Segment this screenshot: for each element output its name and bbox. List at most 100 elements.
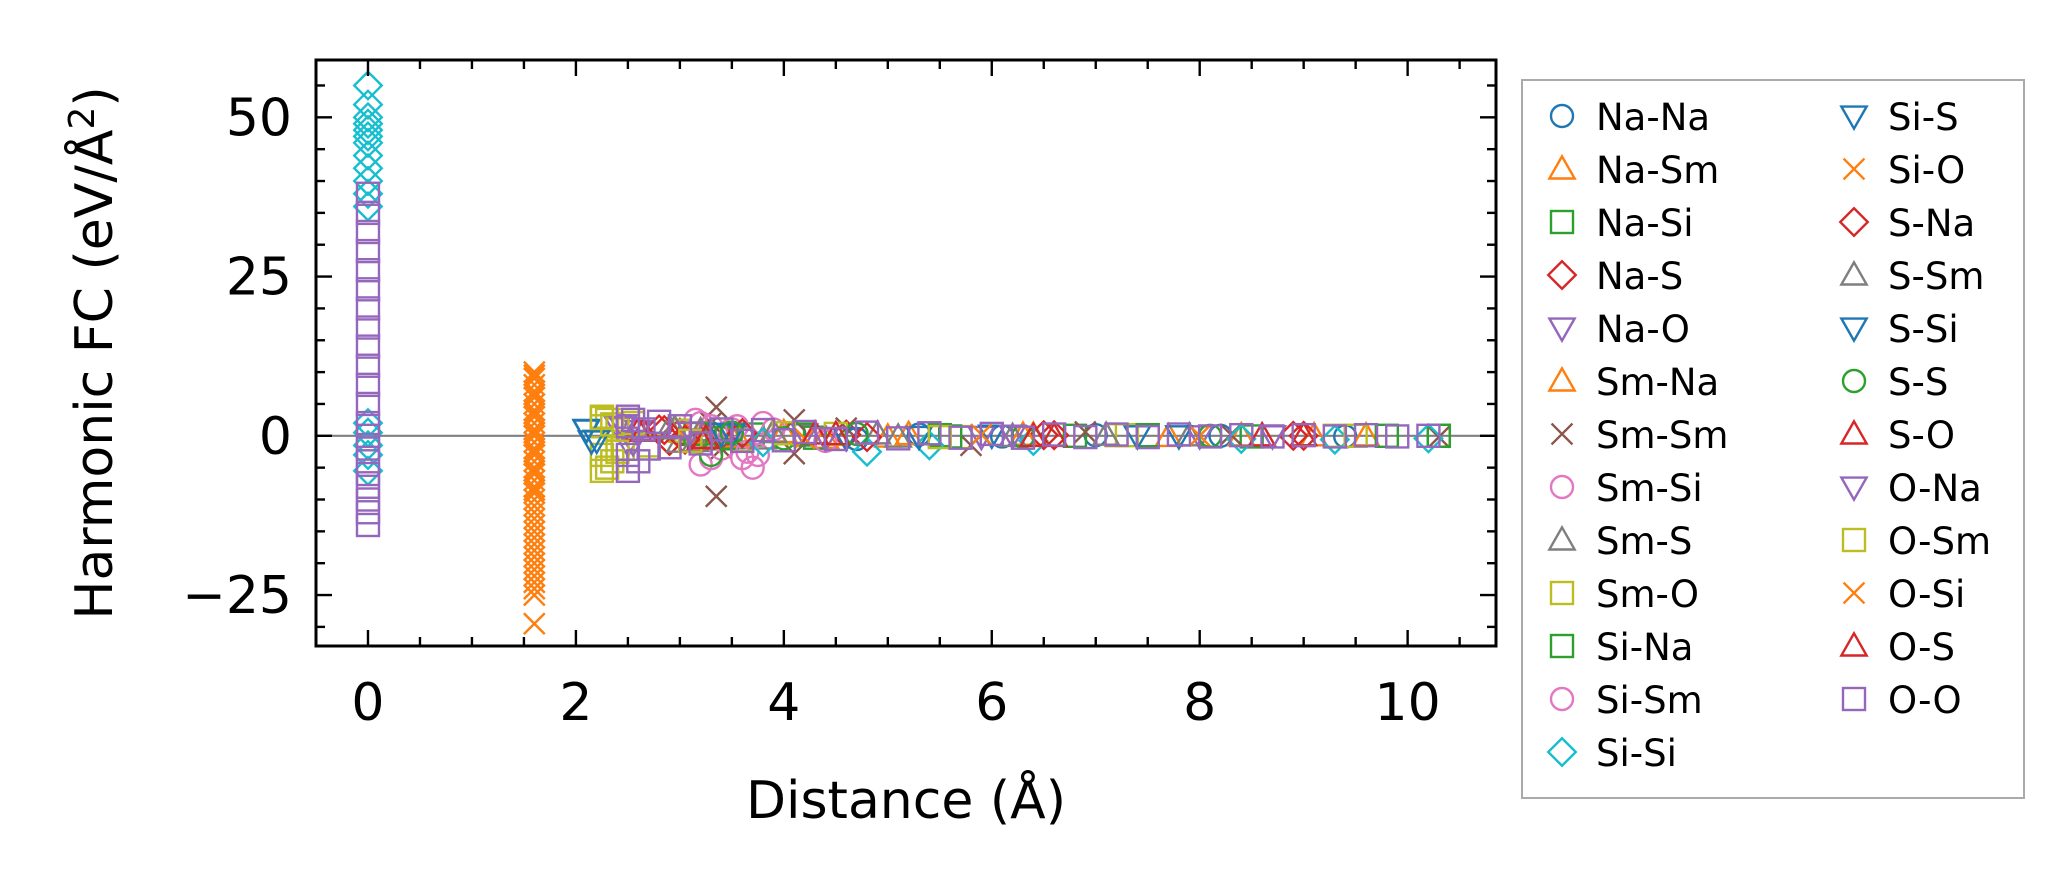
data-point — [355, 449, 381, 474]
y-axis-label-superscript: 2 — [62, 107, 103, 130]
data-point — [355, 461, 381, 487]
scatter-marks — [352, 70, 1452, 636]
legend-marker — [1841, 686, 1867, 712]
legend-label: Na-Sm — [1596, 149, 1719, 192]
legend-marker — [1546, 259, 1578, 291]
data-point — [355, 436, 381, 461]
legend-marker — [1547, 365, 1577, 392]
legend-label: Sm-Na — [1596, 361, 1719, 404]
legend-marker — [1841, 368, 1867, 394]
legend-label: Na-Si — [1596, 202, 1693, 245]
y-axis-label-close: ) — [65, 86, 125, 106]
legend-label: S-Si — [1888, 308, 1959, 351]
data-point — [352, 120, 384, 152]
legend-label: Sm-Si — [1596, 467, 1703, 510]
legend-label: S-Sm — [1888, 255, 1984, 298]
data-point — [821, 419, 851, 446]
legend-item: Si-S — [1839, 96, 1959, 139]
data-point — [1225, 423, 1257, 455]
legend-item: Na-S — [1546, 255, 1683, 298]
data-point — [355, 353, 381, 378]
plot-frame — [314, 58, 1498, 648]
series-o-o — [355, 181, 1441, 538]
legend-label: Si-Si — [1596, 732, 1677, 775]
data-point — [523, 421, 546, 444]
legend-marker — [1842, 157, 1866, 181]
legend-label: S-S — [1888, 361, 1948, 404]
legend-marker — [1550, 422, 1574, 446]
legend-item: S-Na — [1838, 202, 1975, 245]
legend-marker — [1841, 527, 1867, 553]
legend-item: O-O — [1841, 679, 1962, 722]
legend-marker — [1549, 474, 1575, 500]
data-point — [355, 474, 381, 499]
data-point — [352, 178, 384, 210]
legend-item: Sm-O — [1549, 573, 1699, 616]
data-point — [355, 334, 381, 359]
data-point — [886, 426, 911, 451]
y-tick-label: 25 — [226, 248, 292, 308]
data-point — [523, 402, 546, 425]
data-point — [523, 440, 546, 464]
data-point — [352, 70, 384, 101]
data-point — [704, 395, 728, 419]
legend-marker — [1547, 317, 1577, 344]
data-point — [355, 410, 381, 436]
legend-item: Si-Sm — [1549, 679, 1703, 722]
series-o-si — [523, 363, 546, 607]
data-point — [688, 431, 713, 456]
data-point — [1353, 422, 1379, 448]
legend-label: Sm-Sm — [1596, 414, 1728, 457]
x-tick-label: 2 — [559, 673, 592, 733]
legend-item: Na-Si — [1549, 202, 1693, 245]
legend-item: Na-Na — [1549, 96, 1710, 139]
data-point — [355, 238, 381, 264]
legend-label: Sm-S — [1596, 520, 1692, 563]
legend-marker — [1839, 259, 1869, 286]
data-point — [771, 428, 797, 453]
data-point — [669, 424, 701, 456]
y-tick-label: 0 — [259, 407, 292, 467]
data-point — [355, 257, 381, 283]
legend-label: O-O — [1888, 679, 1962, 722]
data-point — [1412, 422, 1444, 454]
legend-label: Na-Na — [1596, 96, 1710, 139]
data-point — [355, 372, 381, 398]
x-axis-label: Distance (Å) — [746, 769, 1066, 831]
data-point — [523, 612, 546, 636]
legend-marker — [1549, 633, 1575, 659]
legend-marker — [1839, 418, 1869, 445]
x-tick-label: 0 — [351, 673, 384, 733]
x-tick-label: 8 — [1183, 673, 1216, 733]
legend-label: Si-Sm — [1596, 679, 1703, 722]
legend-item: Sm-Sm — [1550, 414, 1728, 457]
data-point — [352, 101, 384, 133]
data-point — [352, 89, 384, 121]
data-point — [704, 485, 728, 508]
legend-item: O-S — [1839, 626, 1955, 669]
legend-marker — [1839, 317, 1869, 344]
data-point — [523, 363, 546, 387]
data-point — [523, 478, 546, 502]
data-point — [600, 412, 625, 437]
data-point — [355, 500, 381, 525]
data-point — [1135, 424, 1160, 450]
data-point — [1288, 420, 1320, 452]
data-point — [1229, 422, 1254, 448]
data-point — [631, 417, 656, 442]
data-point — [823, 426, 849, 452]
legend-item: Si-Na — [1549, 626, 1693, 669]
legend-item: S-Si — [1839, 308, 1959, 351]
data-point — [917, 421, 942, 446]
data-point — [948, 425, 973, 450]
data-point — [979, 421, 1004, 447]
data-point — [1166, 422, 1192, 447]
legend-item: Sm-S — [1547, 520, 1692, 563]
legend-label: O-Sm — [1888, 520, 1991, 563]
legend-marker — [1549, 103, 1575, 129]
data-point — [355, 315, 381, 340]
x-tick-label: 4 — [767, 673, 800, 733]
data-point — [740, 455, 765, 480]
data-point — [745, 442, 771, 468]
